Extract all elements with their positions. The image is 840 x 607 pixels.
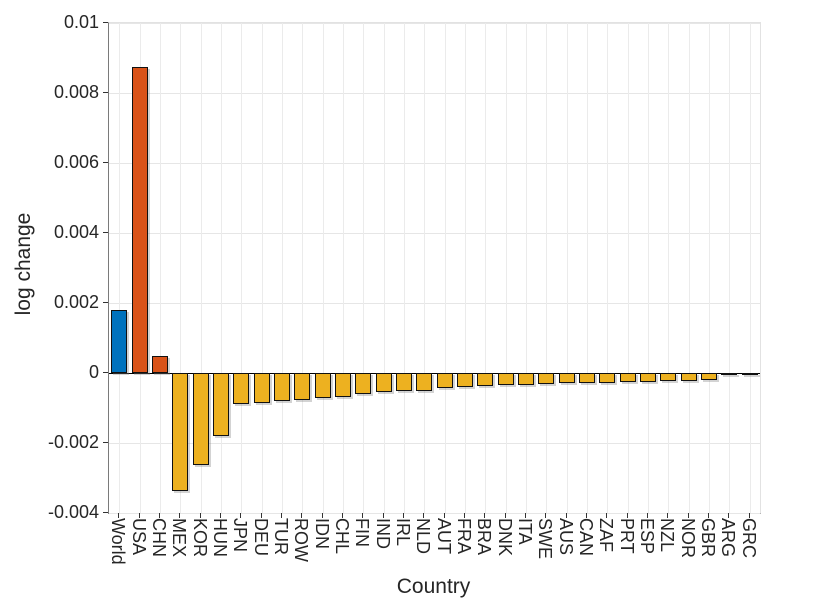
gridline-vertical (160, 23, 161, 513)
gridline-vertical (343, 23, 344, 513)
bar-arg (721, 373, 737, 375)
gridline-vertical (445, 23, 446, 513)
gridline-vertical (729, 23, 730, 513)
gridline-vertical (180, 23, 181, 513)
gridline-vertical (119, 23, 120, 513)
gridline-horizontal (109, 513, 760, 514)
gridline-vertical (567, 23, 568, 513)
gridline-vertical (689, 23, 690, 513)
gridline-horizontal (109, 233, 760, 234)
gridline-vertical (668, 23, 669, 513)
gridline-vertical (282, 23, 283, 513)
bar-grc (742, 373, 758, 375)
bar-fin (355, 373, 371, 394)
bar-tur (274, 373, 290, 401)
gridline-vertical (750, 23, 751, 513)
bar-jpn (233, 373, 249, 404)
gridline-vertical (546, 23, 547, 513)
gridline-vertical (262, 23, 263, 513)
gridline-vertical (404, 23, 405, 513)
bar-nor (681, 373, 697, 381)
gridline-vertical (201, 23, 202, 513)
bar-nld (416, 373, 432, 391)
bar-chl (335, 373, 351, 397)
zero-baseline (109, 373, 760, 374)
bar-chn (152, 356, 168, 373)
gridline-horizontal (109, 23, 760, 24)
gridline-vertical (526, 23, 527, 513)
bar-fra (457, 373, 473, 387)
bar-zaf (599, 373, 615, 383)
gridline-vertical (648, 23, 649, 513)
gridline-vertical (241, 23, 242, 513)
bar-dnk (498, 373, 514, 385)
gridline-horizontal (109, 163, 760, 164)
gridline-vertical (587, 23, 588, 513)
y-tick-label: 0.008 (53, 82, 99, 102)
gridline-horizontal (109, 443, 760, 444)
gridline-vertical (384, 23, 385, 513)
bar-mex (172, 373, 188, 491)
y-tick-label: -0.002 (47, 432, 99, 452)
y-axis-label: log change (12, 212, 35, 316)
gridline-vertical (465, 23, 466, 513)
gridline-vertical (302, 23, 303, 513)
gridline-vertical (628, 23, 629, 513)
gridline-vertical (506, 23, 507, 513)
bar-can (579, 373, 595, 383)
bar-aus (559, 373, 575, 383)
bar-gbr (701, 373, 717, 380)
bar-irl (396, 373, 412, 391)
bar-usa (132, 67, 148, 373)
bar-hun (213, 373, 229, 436)
gridline-vertical (424, 23, 425, 513)
gridline-vertical (363, 23, 364, 513)
bar-esp (640, 373, 656, 382)
plot-area (108, 22, 761, 514)
bar-swe (538, 373, 554, 384)
bar-aut (437, 373, 453, 388)
y-tick-label: 0.01 (63, 12, 99, 32)
bar-deu (254, 373, 270, 403)
bar-ita (518, 373, 534, 385)
bar-prt (620, 373, 636, 382)
bar-row (294, 373, 310, 400)
gridline-horizontal (109, 303, 760, 304)
bar-idn (315, 373, 331, 398)
bar-world (111, 310, 127, 373)
gridline-vertical (221, 23, 222, 513)
y-tick-label: -0.004 (47, 502, 99, 522)
bar-bra (477, 373, 493, 386)
gridline-vertical (709, 23, 710, 513)
gridline-vertical (323, 23, 324, 513)
bar-nzl (660, 373, 676, 381)
bar-ind (376, 373, 392, 392)
x-axis-label: Country (396, 575, 471, 598)
gridline-horizontal (109, 93, 760, 94)
gridline-vertical (607, 23, 608, 513)
bar-kor (193, 373, 209, 465)
gridline-vertical (485, 23, 486, 513)
